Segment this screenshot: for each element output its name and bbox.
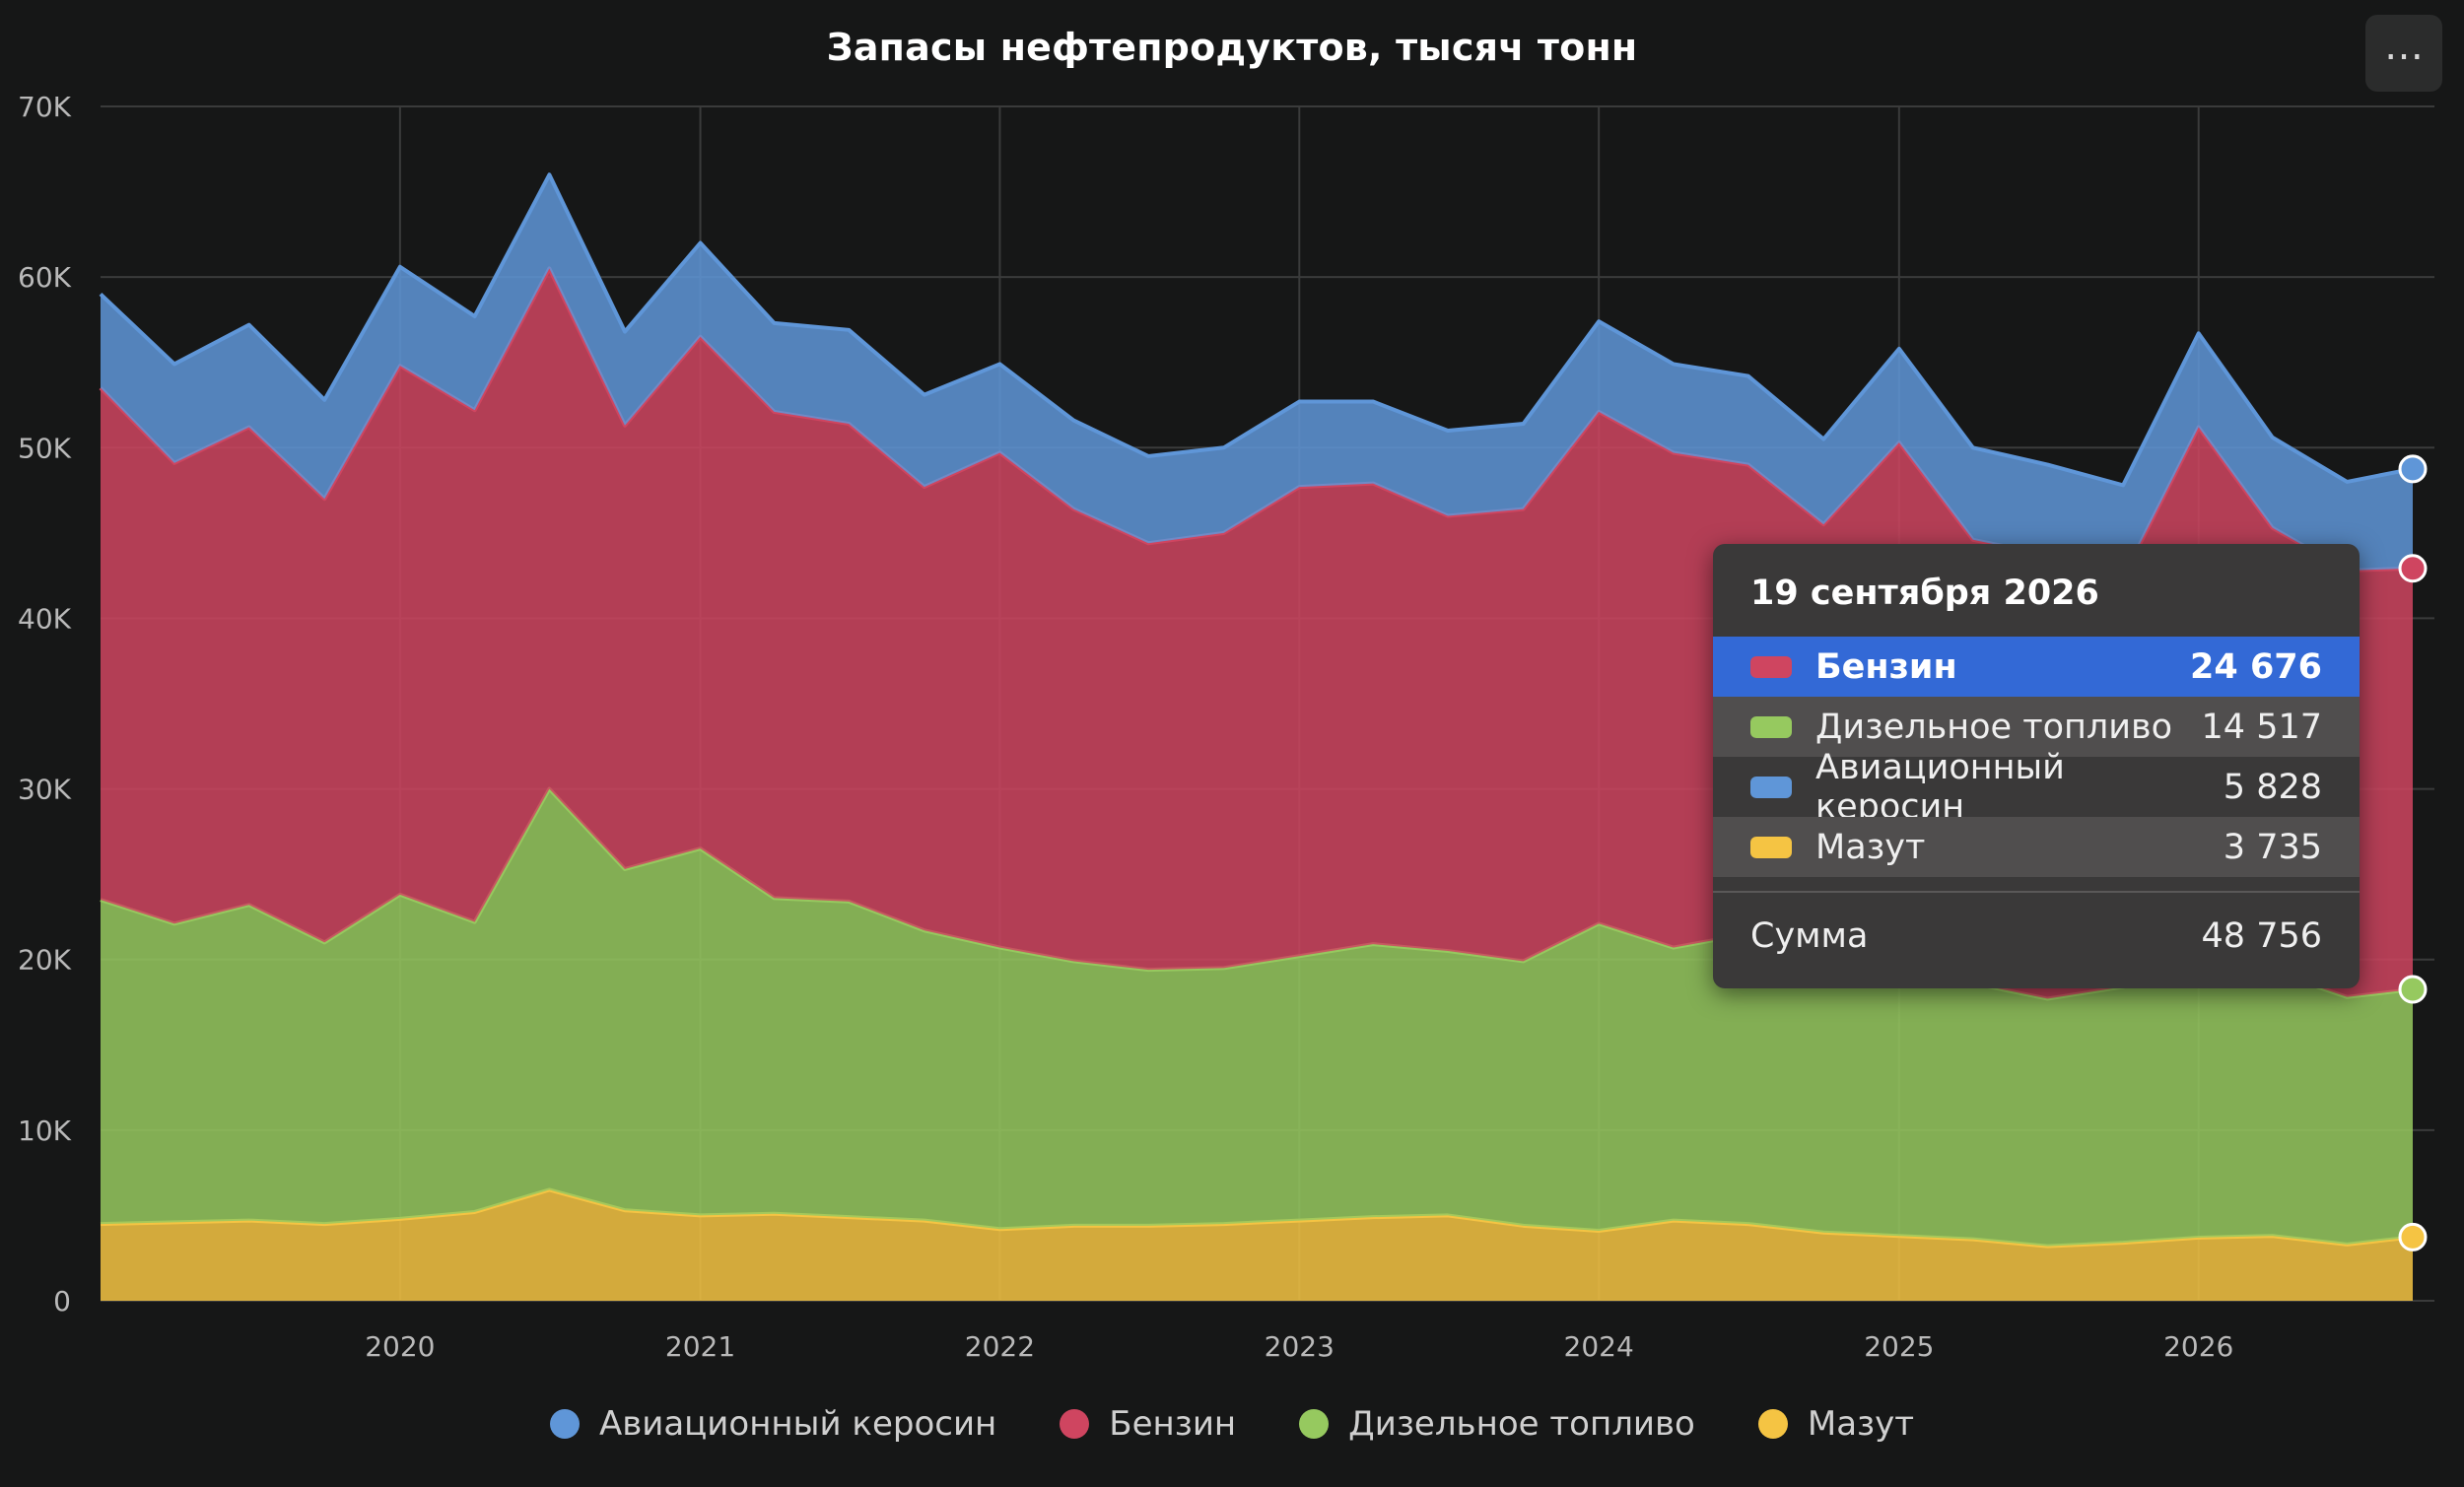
tooltip-series-value: 24 676: [2190, 646, 2322, 687]
tooltip-series-value: 3 735: [2223, 827, 2322, 867]
tooltip-series-value: 14 517: [2201, 707, 2322, 747]
ellipsis-icon: …: [2384, 24, 2424, 69]
legend-dot: [1060, 1409, 1090, 1439]
tooltip-row-diesel: Дизельное топливо 14 517: [1713, 697, 2360, 757]
x-axis: 2020 2021 2022 2023 2024 2025 2026: [365, 1330, 2233, 1363]
legend-item-kerosene[interactable]: Авиационный керосин: [549, 1404, 997, 1444]
tooltip-sum-label: Сумма: [1750, 915, 1869, 956]
tooltip-series-name: Дизельное топливо: [1815, 707, 2173, 747]
end-marker-diesel: [2398, 975, 2428, 1004]
tooltip-row-fuel-oil: Мазут 3 735: [1713, 817, 2360, 877]
x-tick-label: 2026: [2163, 1330, 2233, 1363]
x-tick-label: 2025: [1864, 1330, 1934, 1363]
legend-label: Авиационный керосин: [598, 1404, 997, 1444]
end-markers: [2398, 454, 2428, 1251]
legend-label: Мазут: [1807, 1404, 1915, 1444]
tooltip-swatch: [1750, 836, 1792, 858]
tooltip-swatch: [1750, 776, 1792, 798]
legend-item-diesel[interactable]: Дизельное топливо: [1299, 1404, 1695, 1444]
legend-dot: [1757, 1409, 1788, 1439]
tooltip-row-gasoline: Бензин 24 676: [1713, 637, 2360, 697]
y-tick-label: 10K: [18, 1115, 72, 1147]
tooltip-swatch: [1750, 715, 1792, 738]
y-tick-label: 70K: [18, 91, 72, 123]
legend-label: Бензин: [1109, 1404, 1237, 1444]
tooltip: 19 сентября 2026 Бензин 24 676 Дизельное…: [1713, 544, 2360, 988]
legend-dot: [1299, 1409, 1330, 1439]
tooltip-series-value: 5 828: [2223, 767, 2322, 807]
x-tick-label: 2023: [1265, 1330, 1335, 1363]
y-tick-label: 50K: [18, 432, 72, 464]
menu-button[interactable]: …: [2365, 15, 2442, 92]
x-tick-label: 2021: [665, 1330, 735, 1363]
tooltip-sum-row: Сумма 48 756: [1713, 906, 2360, 966]
legend-label: Дизельное топливо: [1348, 1404, 1695, 1444]
area-fuel-oil[interactable]: [101, 1189, 2413, 1301]
end-marker-gasoline: [2398, 554, 2428, 583]
tooltip-sum-value: 48 756: [2201, 915, 2322, 956]
end-marker-fuel-oil: [2398, 1222, 2428, 1251]
tooltip-divider: [1713, 891, 2360, 893]
y-tick-label: 0: [53, 1285, 71, 1318]
tooltip-series-name: Мазут: [1815, 827, 1926, 867]
x-tick-label: 2020: [365, 1330, 435, 1363]
y-tick-label: 60K: [18, 261, 72, 294]
x-tick-label: 2024: [1564, 1330, 1634, 1363]
tooltip-row-kerosene: Авиационный керосин 5 828: [1713, 748, 2360, 827]
tooltip-series-name: Авиационный керосин: [1815, 747, 2065, 827]
chart-title: Запасы нефтепродуктов, тысяч тонн: [826, 26, 1638, 69]
y-tick-label: 30K: [18, 774, 72, 806]
x-tick-label: 2022: [965, 1330, 1035, 1363]
y-tick-label: 20K: [18, 944, 72, 977]
tooltip-swatch: [1750, 655, 1792, 678]
area-kerosene[interactable]: [101, 174, 2413, 577]
y-tick-label: 40K: [18, 602, 72, 635]
legend: Авиационный керосин Бензин Дизельное топ…: [0, 1404, 2464, 1444]
legend-dot: [549, 1409, 580, 1439]
end-marker-kerosene: [2398, 454, 2428, 484]
tooltip-series-name: Бензин: [1815, 646, 1957, 687]
legend-item-fuel-oil[interactable]: Мазут: [1757, 1404, 1915, 1444]
line-kerosene: [99, 172, 2414, 488]
y-axis: 0 10K 20K 30K 40K 50K 60K 70K: [18, 91, 72, 1318]
area-diesel[interactable]: [101, 788, 2413, 1247]
legend-item-gasoline[interactable]: Бензин: [1060, 1404, 1236, 1444]
tooltip-date: 19 сентября 2026: [1750, 574, 2099, 613]
